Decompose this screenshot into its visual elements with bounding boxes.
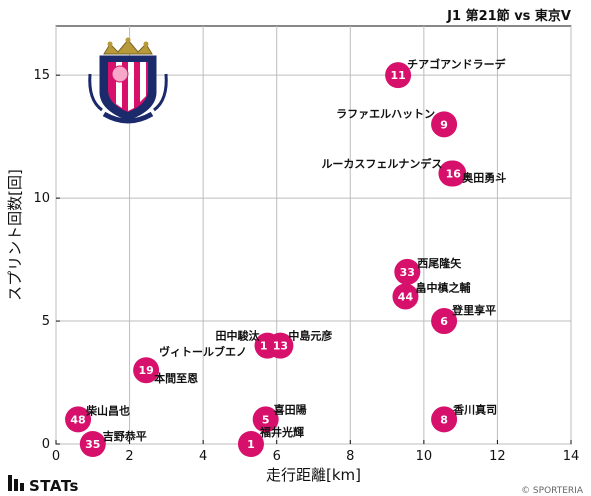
y-tick-label: 5 — [42, 314, 50, 329]
data-point-label: ラファエルハットン — [336, 107, 435, 120]
x-tick-label: 8 — [346, 449, 354, 464]
data-point-label: 喜田陽 — [274, 402, 307, 416]
data-point: 5 — [252, 406, 279, 433]
x-tick-label: 6 — [273, 449, 281, 464]
data-point-marker — [392, 283, 419, 310]
x-tick-label: 2 — [125, 449, 133, 464]
data-point-number: 44 — [398, 290, 414, 303]
point-labels: チアゴアンドラーデラファエルハットンルーカスフェルナンデス奥田勇斗西尾隆矢畠中槙… — [85, 57, 507, 443]
data-point: 16 — [440, 160, 467, 187]
data-point-number: 19 — [138, 364, 153, 377]
stats-brand-text: STATs — [29, 477, 79, 495]
data-point-label: 登里享平 — [451, 303, 496, 317]
data-point-marker — [431, 308, 458, 335]
x-tick-label: 0 — [52, 449, 60, 464]
x-axis-label: 走行距離[km] — [266, 466, 361, 484]
data-point: 6 — [431, 308, 458, 335]
data-point-number: 11 — [390, 69, 405, 82]
data-point: 13 — [267, 332, 294, 359]
data-point-label: 福井光輝 — [259, 425, 304, 439]
data-point-number: 8 — [440, 413, 448, 426]
data-point-label: 柴山昌也 — [85, 403, 130, 417]
data-point-number: 5 — [262, 413, 270, 426]
data-point-marker — [79, 431, 106, 457]
data-point-number: 33 — [400, 266, 415, 279]
data-point-label: 本間至恩 — [154, 371, 198, 385]
data-point: 9 — [431, 111, 458, 138]
data-point-number: 9 — [440, 118, 448, 131]
data-point-label: ヴィトールブエノ — [159, 344, 247, 358]
data-point-number: 1 — [247, 438, 255, 451]
data-point-label: 中島元彦 — [288, 329, 332, 343]
data-point-label: 奥田勇斗 — [461, 171, 506, 185]
club-emblem — [88, 37, 168, 124]
x-ticks: 0 2 4 6 8 10 12 14 — [52, 440, 579, 464]
data-point-marker — [431, 111, 458, 138]
data-point-label: 吉野恭平 — [103, 429, 147, 443]
data-point-marker — [133, 357, 160, 384]
data-point-marker — [385, 62, 412, 89]
data-point-number: 35 — [85, 438, 100, 451]
y-tick-label: 10 — [33, 191, 50, 206]
x-tick-label: 4 — [199, 449, 207, 464]
data-point-marker — [440, 160, 467, 187]
data-point: 11 — [385, 62, 412, 89]
data-point: 44 — [392, 283, 419, 310]
stats-logo: STATs — [8, 475, 79, 495]
data-point-marker — [394, 258, 421, 285]
data-point: 33 — [394, 258, 421, 285]
data-point-marker — [252, 406, 279, 433]
data-point-label: 西尾隆矢 — [417, 256, 462, 270]
data-point-label: 田中駿汰 — [216, 329, 261, 343]
x-tick-label: 14 — [563, 449, 580, 464]
data-point-marker — [267, 332, 294, 359]
data-point-label: 畠中槙之輔 — [415, 280, 470, 294]
data-point: 48 — [65, 406, 92, 433]
data-point-marker — [65, 406, 92, 433]
data-point: 35 — [79, 431, 106, 457]
y-axis-label: スプリント回数[回] — [6, 169, 24, 301]
data-points: 1191716334461013194835518 — [65, 62, 467, 457]
y-tick-label: 0 — [42, 437, 50, 452]
data-point-label: チアゴアンドラーデ — [407, 57, 507, 71]
y-tick-label: 15 — [33, 68, 50, 83]
data-point-marker — [431, 406, 458, 433]
data-point-number: 6 — [440, 315, 448, 328]
data-point-marker — [237, 431, 264, 457]
copyright-text: © SPORTERIA — [521, 486, 584, 496]
data-point: 1 — [237, 431, 264, 457]
x-tick-label: 10 — [416, 449, 433, 464]
data-point-label: 香川真司 — [452, 402, 497, 416]
data-point-label: ルーカスフェルナンデス — [321, 157, 442, 171]
data-point: 8 — [431, 406, 458, 433]
data-point: 19 — [133, 357, 160, 384]
y-ticks: 0 5 10 15 — [33, 68, 60, 452]
data-point-number: 48 — [70, 413, 85, 426]
x-tick-label: 12 — [489, 449, 506, 464]
data-point-number: 13 — [273, 340, 288, 353]
chart-title: J1 第21節 vs 東京V — [446, 8, 571, 24]
data-point-number: 16 — [446, 168, 462, 181]
